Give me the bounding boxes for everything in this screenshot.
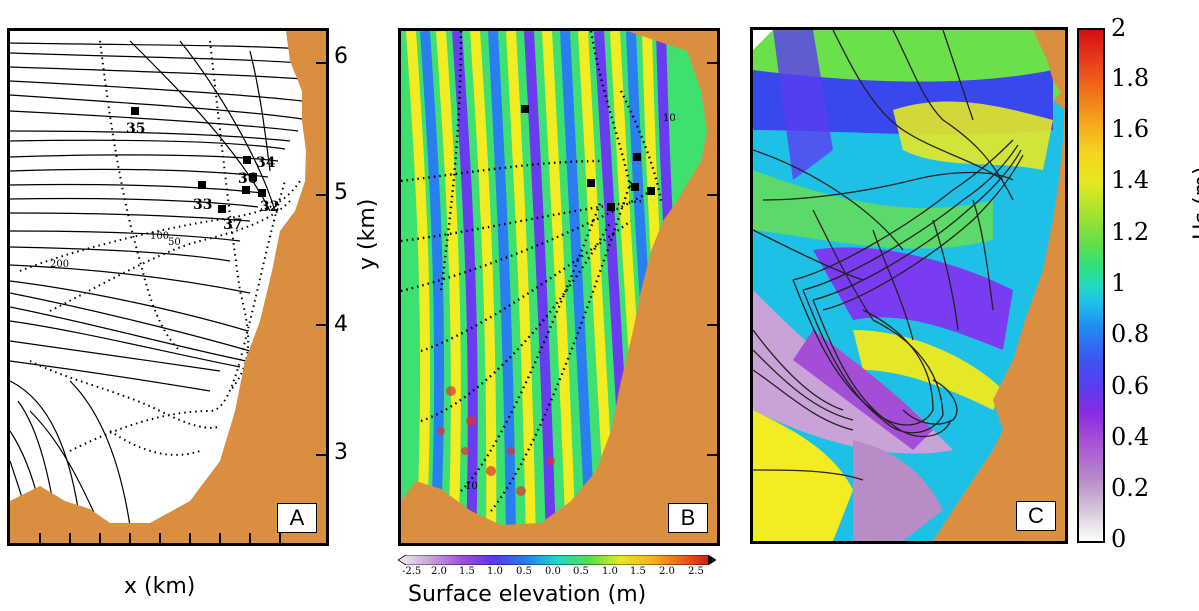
panel-b-label: B	[668, 503, 708, 533]
sev-tick-6: 0.0	[545, 566, 561, 577]
sev-tick-4: 1.0	[487, 566, 503, 577]
station-36-label: 36	[238, 171, 257, 187]
panel-c-wave-height: C	[750, 27, 1068, 544]
y-tick-5: 5	[334, 180, 348, 205]
contour-label-200: 200	[50, 259, 69, 270]
contour-label-100: 100	[150, 231, 169, 242]
station-markers	[521, 105, 655, 211]
land-mass	[933, 30, 1065, 541]
station-37-label: 37	[223, 217, 242, 233]
sev-tick-10: 2.0	[659, 566, 675, 577]
station-markers	[131, 107, 266, 213]
panel-a-plot: 35 34 36 33 32 37 100 50 200	[10, 31, 326, 543]
hs-tick-0.2: 0.2	[1111, 474, 1150, 502]
sev-tick-8: 1.0	[602, 566, 618, 577]
hs-tick-0.4: 0.4	[1111, 423, 1150, 451]
station-35-label: 35	[126, 121, 145, 137]
hs-tick-0: 0	[1111, 525, 1127, 553]
hs-tick-2: 2	[1111, 14, 1127, 42]
contour-label-50: 50	[168, 237, 181, 248]
panel-a-ticks	[39, 62, 326, 543]
sev-tick-11: 2.5	[688, 566, 704, 577]
panel-b-surface-elevation: 10 10 B	[398, 28, 720, 546]
land-mass	[401, 31, 717, 543]
hs-tick-1.4: 1.4	[1111, 166, 1150, 194]
station-34-label: 34	[256, 155, 276, 171]
depth-contours	[401, 31, 663, 512]
sev-tick-9: 1.5	[630, 566, 646, 577]
interference-spots	[437, 386, 555, 496]
land-mass	[10, 31, 326, 543]
hs-axis-label: Hs (m)	[1190, 166, 1199, 240]
surface-elevation-label: Surface elevation (m)	[408, 582, 647, 607]
wave-rays	[10, 40, 303, 542]
contour-label-10-bottom: 10	[465, 481, 478, 492]
hs-tick-1: 1	[1111, 269, 1127, 297]
station-33-label: 33	[193, 197, 212, 213]
hs-tick-0.6: 0.6	[1111, 372, 1150, 400]
y-tick-3: 3	[334, 440, 348, 465]
sev-tick-7: 0.5	[573, 566, 589, 577]
panel-c-label: C	[1016, 501, 1056, 531]
sev-tick-2: 2.0	[431, 566, 447, 577]
depth-contours	[753, 30, 1024, 481]
contour-label-10-top: 10	[663, 113, 676, 124]
sev-tick-1: -2.5	[402, 566, 422, 577]
y-tick-4: 4	[334, 312, 348, 337]
x-axis-label: x (km)	[124, 574, 196, 599]
station-32-label: 32	[260, 199, 279, 215]
panel-b-ticks	[707, 62, 717, 456]
sev-tick-5: 0.5	[516, 566, 532, 577]
hs-tick-0.8: 0.8	[1111, 320, 1150, 348]
y-tick-6: 6	[334, 44, 348, 69]
depth-contours	[19, 40, 301, 456]
hs-tick-1.8: 1.8	[1111, 64, 1150, 92]
hs-tick-1.6: 1.6	[1111, 115, 1150, 143]
hs-colorbar	[1077, 28, 1105, 543]
panel-b-plot: 10 10	[401, 31, 717, 543]
y-axis-label: y (km)	[355, 198, 380, 270]
sev-tick-3: 1.5	[459, 566, 475, 577]
panel-c-plot	[753, 30, 1065, 541]
panel-a-ray-map: 35 34 36 33 32 37 100 50 200 A	[7, 28, 329, 546]
surface-elevation-colorbar	[398, 555, 716, 565]
panel-a-label: A	[277, 503, 317, 533]
hs-tick-1.2: 1.2	[1111, 218, 1150, 246]
